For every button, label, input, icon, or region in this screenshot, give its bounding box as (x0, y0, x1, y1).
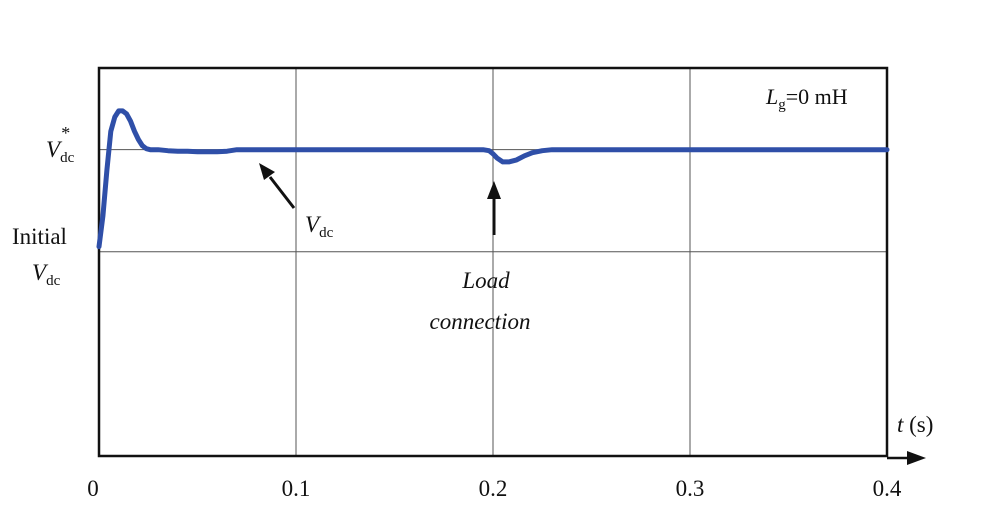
x-tick-label: 0 (87, 476, 99, 501)
x-tick-label: 0.3 (676, 476, 705, 501)
x-axis-label: t (s) (897, 412, 933, 437)
x-tick-label: 0.2 (479, 476, 508, 501)
load-annotation-line2: connection (430, 309, 531, 334)
x-tick-label: 0.4 (873, 476, 902, 501)
series-line (96, 108, 890, 250)
x-tick-label: 0.1 (282, 476, 311, 501)
load-annotation-line1: Load (461, 268, 510, 293)
legend-inductance: Lg=0 mH (765, 84, 848, 113)
vdc-annotation-label: Vdc (305, 212, 334, 241)
grid-lines (99, 68, 887, 456)
x-tick-labels: 0 0.1 0.2 0.3 0.4 (87, 476, 902, 501)
y-label-initial: Vdc (32, 260, 61, 289)
load-annotation-arrow (487, 181, 501, 235)
x-axis-arrow (887, 451, 926, 465)
plot-frame (97, 66, 889, 458)
y-label-reference: Vdc* (46, 123, 75, 166)
y-label-initial-word: Initial (12, 224, 67, 249)
vdc-annotation-arrow (259, 163, 296, 209)
